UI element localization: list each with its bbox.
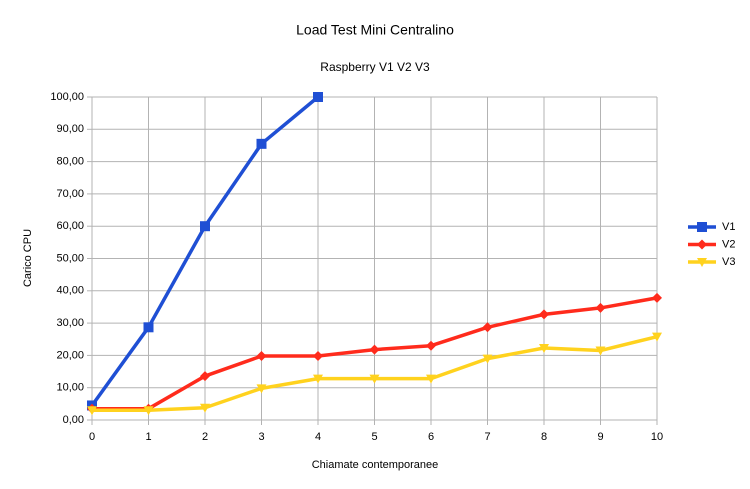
x-tick-label: 4 [315, 431, 321, 443]
marker [143, 406, 154, 416]
y-tick-label: 20,00 [56, 349, 84, 361]
marker [539, 343, 549, 353]
marker [369, 374, 380, 384]
y-tick-label: 90,00 [56, 123, 84, 135]
marker [313, 92, 323, 102]
y-tick-label: 80,00 [56, 156, 84, 168]
marker [200, 221, 210, 232]
legend-label: V1 [722, 221, 735, 233]
marker [369, 344, 380, 355]
marker [200, 371, 210, 382]
chart-subtitle: Raspberry V1 V2 V3 [320, 60, 430, 74]
marker [426, 340, 436, 351]
marker [697, 222, 707, 232]
marker [482, 322, 493, 333]
marker [697, 239, 707, 250]
y-tick-label: 0,00 [63, 414, 84, 426]
marker [652, 332, 662, 342]
marker [595, 302, 606, 313]
legend-label: V3 [722, 256, 735, 268]
y-axis-label: Carico CPU [22, 229, 34, 287]
marker [539, 309, 549, 320]
x-tick-label: 9 [597, 431, 603, 443]
marker [256, 138, 267, 149]
marker [313, 374, 323, 384]
marker [313, 351, 323, 362]
y-tick-label: 40,00 [56, 285, 84, 297]
y-tick-label: 100,00 [50, 91, 84, 103]
x-tick-label: 2 [202, 431, 208, 443]
x-axis-label: Chiamate contemporanee [312, 459, 439, 471]
x-tick-label: 5 [371, 431, 377, 443]
x-tick-label: 7 [484, 431, 490, 443]
y-tick-label: 10,00 [56, 382, 84, 394]
marker [256, 384, 267, 394]
legend-label: V2 [722, 238, 735, 250]
x-tick-label: 10 [651, 431, 663, 443]
marker [87, 406, 97, 416]
marker [200, 403, 210, 413]
y-tick-label: 30,00 [56, 317, 84, 329]
x-tick-label: 1 [145, 431, 151, 443]
marker [143, 322, 154, 333]
chart-title: Load Test Mini Centralino [296, 22, 454, 38]
y-tick-label: 50,00 [56, 252, 84, 264]
x-tick-label: 3 [258, 431, 264, 443]
x-tick-label: 8 [541, 431, 547, 443]
x-tick-label: 0 [89, 431, 95, 443]
y-tick-label: 60,00 [56, 220, 84, 232]
y-tick-label: 70,00 [56, 188, 84, 200]
marker [595, 346, 606, 356]
marker [482, 354, 493, 364]
marker [426, 374, 436, 384]
marker [256, 351, 267, 362]
marker [697, 258, 707, 267]
x-tick-label: 6 [428, 431, 434, 443]
marker [652, 292, 662, 303]
